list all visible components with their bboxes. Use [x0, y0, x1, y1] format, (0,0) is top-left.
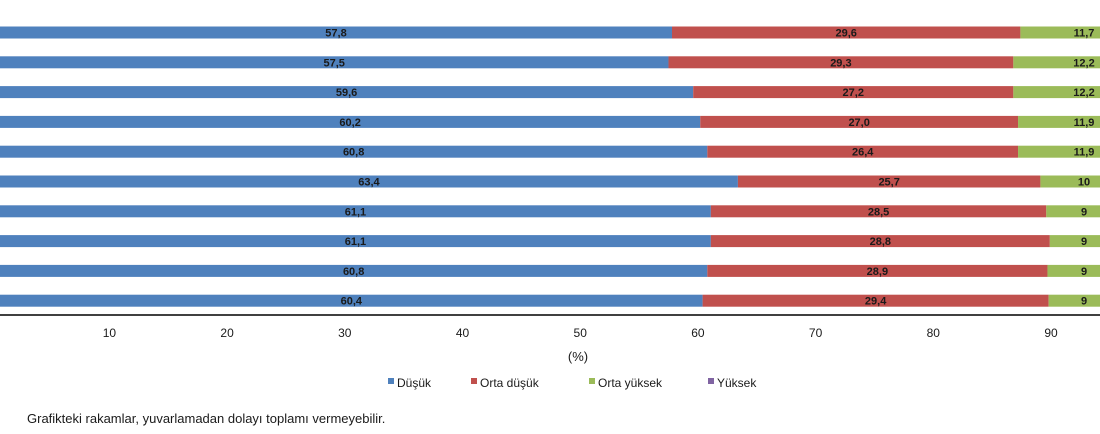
bar-5-series-1 — [0, 145, 708, 158]
bar-9-series-1 — [0, 264, 708, 277]
bar-label-9-series-1: 60,8 — [343, 266, 364, 278]
bar-label-8-series-3: 9 — [1081, 236, 1087, 248]
bar-2-series-1 — [0, 56, 669, 69]
x-tick-label-80: 80 — [927, 326, 941, 340]
bar-1-series-2 — [672, 26, 1021, 39]
bar-3-series-1 — [0, 86, 694, 99]
bar-label-5-series-3: 11,9 — [1074, 147, 1095, 159]
bar-1-series-3 — [1020, 26, 1100, 39]
legend-label-2: Orta düşük — [480, 376, 540, 390]
bar-9-series-2 — [707, 264, 1048, 277]
x-tick-label-10: 10 — [103, 326, 117, 340]
bar-label-7-series-2: 28,5 — [868, 206, 889, 218]
legend: Düşük Orta düşük Orta yüksek Yüksek — [388, 376, 757, 390]
bar-8-series-1 — [0, 235, 711, 248]
bar-label-4-series-1: 60,2 — [339, 117, 360, 129]
x-tick-label-30: 30 — [338, 326, 352, 340]
legend-swatch-2 — [471, 378, 477, 384]
legend-swatch-4 — [708, 378, 714, 384]
legend-swatch-3 — [589, 378, 595, 384]
bar-label-8-series-1: 61,1 — [345, 236, 366, 248]
bar-1-series-1 — [0, 26, 673, 39]
bar-label-7-series-3: 9 — [1081, 206, 1087, 218]
bar-label-1-series-1: 57,8 — [325, 28, 346, 40]
bar-label-5-series-1: 60,8 — [343, 147, 364, 159]
x-tick-label-70: 70 — [809, 326, 823, 340]
bar-label-2-series-3: 12,2 — [1073, 57, 1094, 69]
bar-6-series-1 — [0, 175, 738, 188]
x-tick-label-60: 60 — [691, 326, 705, 340]
x-tick-label-40: 40 — [456, 326, 470, 340]
bars-group — [0, 26, 1100, 307]
bar-label-1-series-2: 29,6 — [835, 28, 856, 40]
legend-swatch-1 — [388, 378, 394, 384]
bar-label-2-series-2: 29,3 — [830, 57, 851, 69]
bar-8-series-2 — [710, 235, 1050, 248]
bar-6-series-3 — [1040, 175, 1100, 188]
bar-7-series-2 — [710, 205, 1047, 218]
x-tick-label-90: 90 — [1044, 326, 1058, 340]
bar-10-series-3 — [1048, 294, 1100, 307]
bar-label-3-series-1: 59,6 — [336, 87, 357, 99]
legend-label-1: Düşük — [397, 376, 432, 390]
x-tick-label-20: 20 — [220, 326, 234, 340]
bar-label-2-series-1: 57,5 — [324, 57, 345, 69]
bar-label-10-series-3: 9 — [1081, 296, 1087, 308]
bar-label-9-series-2: 28,9 — [867, 266, 888, 278]
bar-10-series-2 — [702, 294, 1049, 307]
bar-2-series-3 — [1013, 56, 1100, 69]
bar-5-series-2 — [707, 145, 1019, 158]
bar-label-1-series-3: 11,7 — [1074, 28, 1095, 40]
bar-4-series-3 — [1018, 115, 1100, 128]
bar-8-series-3 — [1049, 235, 1100, 248]
x-tick-label-50: 50 — [574, 326, 588, 340]
bar-label-6-series-1: 63,4 — [358, 177, 380, 189]
bar-label-4-series-2: 27,0 — [848, 117, 869, 129]
bar-label-10-series-2: 29,4 — [865, 296, 887, 308]
bar-label-6-series-3: 10 — [1078, 177, 1090, 189]
bar-label-5-series-2: 26,4 — [852, 147, 874, 159]
legend-label-4: Yüksek — [717, 376, 757, 390]
bar-label-3-series-3: 12,2 — [1073, 87, 1094, 99]
bar-7-series-3 — [1046, 205, 1100, 218]
bar-label-7-series-1: 61,1 — [345, 206, 366, 218]
bar-label-9-series-3: 9 — [1081, 266, 1087, 278]
bar-labels-group: 57,8 29,6 11,7 57,5 29,3 12,2 59,6 27,2 12,2 60,2… — [324, 28, 1095, 308]
bar-7-series-1 — [0, 205, 711, 218]
bar-4-series-1 — [0, 115, 701, 128]
legend-label-3: Orta yüksek — [598, 376, 663, 390]
bar-label-10-series-1: 60,4 — [341, 296, 363, 308]
bar-10-series-1 — [0, 294, 703, 307]
bar-label-3-series-2: 27,2 — [843, 87, 864, 99]
x-axis-title: (%) — [568, 349, 588, 364]
footnote: Grafikteki rakamlar, yuvarlamadan dolayı… — [27, 411, 386, 426]
bar-3-series-2 — [693, 86, 1014, 99]
bar-4-series-2 — [700, 115, 1019, 128]
stacked-bar-chart: 57,8 29,6 11,7 57,5 29,3 12,2 59,6 27,2 12,2 60,2… — [0, 26, 1100, 390]
bar-9-series-3 — [1047, 264, 1100, 277]
bar-label-6-series-2: 25,7 — [878, 177, 899, 189]
bar-3-series-3 — [1013, 86, 1100, 99]
bar-label-8-series-2: 28,8 — [870, 236, 891, 248]
bar-6-series-2 — [737, 175, 1041, 188]
x-tick-labels: 10 20 30 40 50 60 70 80 90 — [103, 326, 1058, 340]
bar-2-series-2 — [668, 56, 1014, 69]
bar-5-series-3 — [1018, 145, 1100, 158]
bar-label-4-series-3: 11,9 — [1074, 117, 1095, 129]
